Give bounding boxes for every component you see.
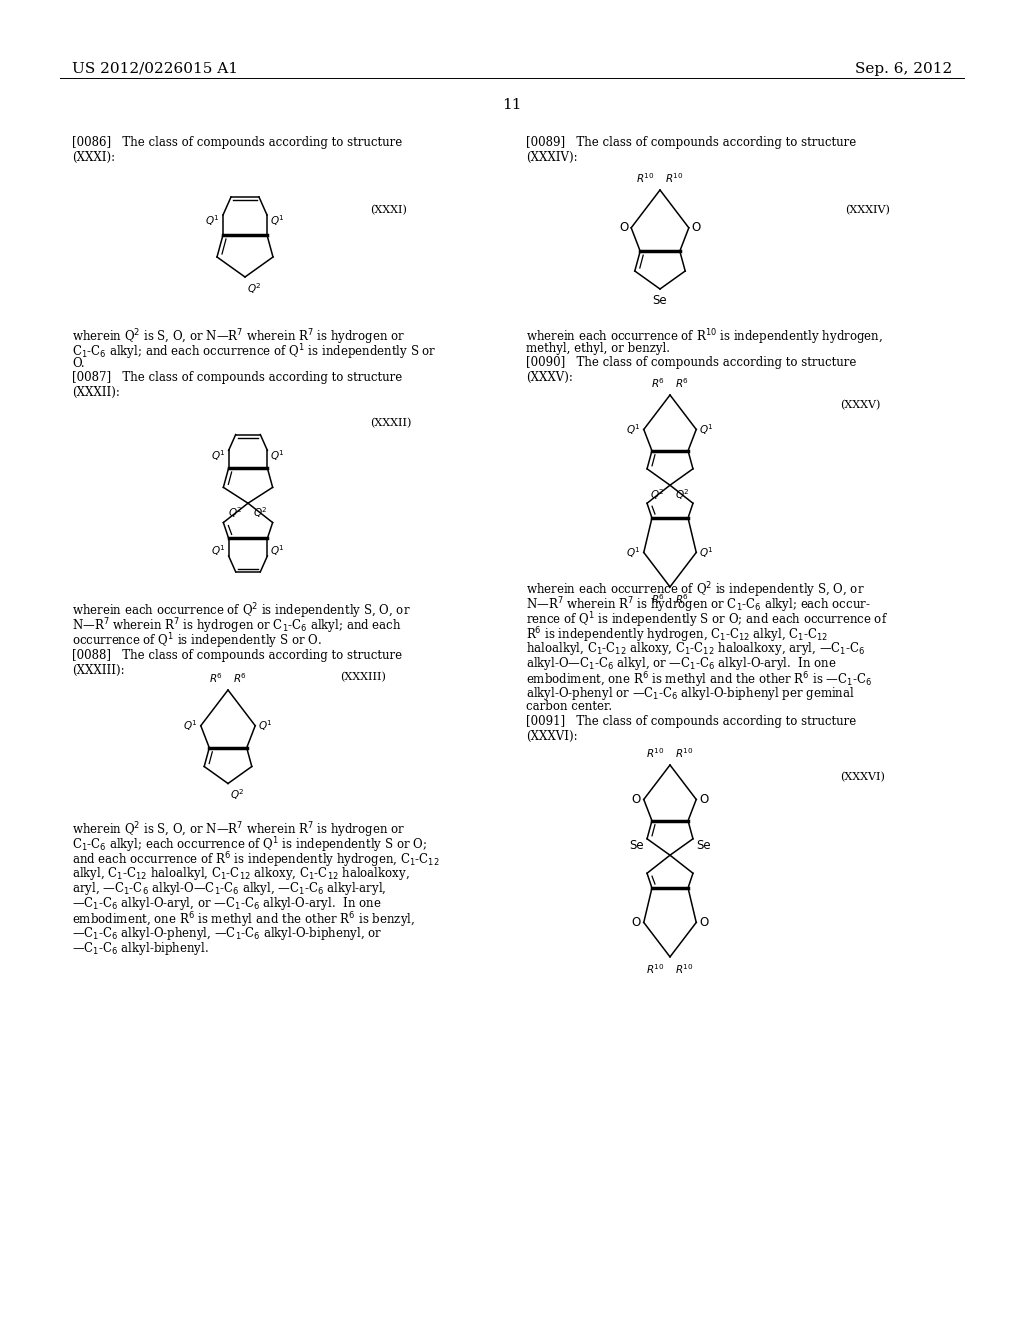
Text: $Q^2$: $Q^2$	[650, 487, 665, 502]
Text: R$^6$ is independently hydrogen, C$_1$-C$_{12}$ alkyl, C$_1$-C$_{12}$: R$^6$ is independently hydrogen, C$_1$-C…	[526, 624, 828, 644]
Text: C$_1$-C$_6$ alkyl; each occurrence of Q$^1$ is independently S or O;: C$_1$-C$_6$ alkyl; each occurrence of Q$…	[72, 836, 427, 854]
Text: (XXXII): (XXXII)	[370, 418, 412, 428]
Text: $R^6$: $R^6$	[675, 376, 689, 389]
Text: alkyl-O-phenyl or —C$_1$-C$_6$ alkyl-O-biphenyl per geminal: alkyl-O-phenyl or —C$_1$-C$_6$ alkyl-O-b…	[526, 685, 855, 702]
Text: rence of Q$^1$ is independently S or O; and each occurrence of: rence of Q$^1$ is independently S or O; …	[526, 610, 888, 630]
Text: —C$_1$-C$_6$ alkyl-O-phenyl, —C$_1$-C$_6$ alkyl-O-biphenyl, or: —C$_1$-C$_6$ alkyl-O-phenyl, —C$_1$-C$_6…	[72, 925, 382, 942]
Text: $Q^1$: $Q^1$	[270, 544, 286, 558]
Text: $R^{10}$: $R^{10}$	[636, 172, 655, 185]
Text: $R^6$: $R^6$	[675, 591, 689, 606]
Text: wherein Q$^2$ is S, O, or N—R$^7$ wherein R$^7$ is hydrogen or: wherein Q$^2$ is S, O, or N—R$^7$ wherei…	[72, 820, 406, 840]
Text: Se: Se	[696, 838, 711, 851]
Text: $Q^1$: $Q^1$	[258, 718, 273, 733]
Text: (XXXIII): (XXXIII)	[340, 672, 386, 682]
Text: $Q^1$: $Q^1$	[211, 449, 225, 463]
Text: aryl, —C$_1$-C$_6$ alkyl-O—C$_1$-C$_6$ alkyl, —C$_1$-C$_6$ alkyl-aryl,: aryl, —C$_1$-C$_6$ alkyl-O—C$_1$-C$_6$ a…	[72, 880, 386, 898]
Text: (XXXV):: (XXXV):	[526, 371, 572, 384]
Text: [0089]   The class of compounds according to structure: [0089] The class of compounds according …	[526, 136, 856, 149]
Text: $Q^1$: $Q^1$	[270, 213, 285, 228]
Text: $R^{10}$: $R^{10}$	[646, 962, 665, 975]
Text: $Q^2$: $Q^2$	[247, 281, 262, 296]
Text: haloalkyl, C$_1$-C$_{12}$ alkoxy, C$_1$-C$_{12}$ haloalkoxy, aryl, —C$_1$-C$_6$: haloalkyl, C$_1$-C$_{12}$ alkoxy, C$_1$-…	[526, 640, 865, 657]
Text: wherein Q$^2$ is S, O, or N—R$^7$ wherein R$^7$ is hydrogen or: wherein Q$^2$ is S, O, or N—R$^7$ wherei…	[72, 327, 406, 347]
Text: O: O	[699, 916, 709, 929]
Text: occurrence of Q$^1$ is independently S or O.: occurrence of Q$^1$ is independently S o…	[72, 631, 322, 651]
Text: $R^6$: $R^6$	[233, 671, 247, 685]
Text: (XXXVI): (XXXVI)	[840, 772, 885, 783]
Text: $Q^2$: $Q^2$	[253, 506, 268, 520]
Text: alkyl, C$_1$-C$_{12}$ haloalkyl, C$_1$-C$_{12}$ alkoxy, C$_1$-C$_{12}$ haloalkox: alkyl, C$_1$-C$_{12}$ haloalkyl, C$_1$-C…	[72, 865, 410, 882]
Text: wherein each occurrence of R$^{10}$ is independently hydrogen,: wherein each occurrence of R$^{10}$ is i…	[526, 327, 883, 347]
Text: $Q^1$: $Q^1$	[626, 422, 641, 437]
Text: wherein each occurrence of Q$^2$ is independently S, O, or: wherein each occurrence of Q$^2$ is inde…	[526, 579, 864, 599]
Text: (XXXIV): (XXXIV)	[845, 205, 890, 215]
Text: (XXXIII):: (XXXIII):	[72, 664, 125, 677]
Text: Sep. 6, 2012: Sep. 6, 2012	[855, 62, 952, 77]
Text: O: O	[692, 222, 701, 235]
Text: $Q^1$: $Q^1$	[183, 718, 198, 733]
Text: (XXXI):: (XXXI):	[72, 150, 115, 164]
Text: $Q^1$: $Q^1$	[270, 449, 286, 463]
Text: [0087]   The class of compounds according to structure: [0087] The class of compounds according …	[72, 371, 402, 384]
Text: [0091]   The class of compounds according to structure: [0091] The class of compounds according …	[526, 715, 856, 729]
Text: carbon center.: carbon center.	[526, 700, 612, 713]
Text: N—R$^7$ wherein R$^7$ is hydrogen or C$_1$-C$_6$ alkyl; and each: N—R$^7$ wherein R$^7$ is hydrogen or C$_…	[72, 616, 401, 636]
Text: (XXXVI):: (XXXVI):	[526, 730, 578, 743]
Text: $Q^1$: $Q^1$	[699, 422, 714, 437]
Text: [0086]   The class of compounds according to structure: [0086] The class of compounds according …	[72, 136, 402, 149]
Text: alkyl-O—C$_1$-C$_6$ alkyl, or —C$_1$-C$_6$ alkyl-O-aryl.  In one: alkyl-O—C$_1$-C$_6$ alkyl, or —C$_1$-C$_…	[526, 655, 837, 672]
Text: embodiment, one R$^6$ is methyl and the other R$^6$ is —C$_1$-C$_6$: embodiment, one R$^6$ is methyl and the …	[526, 671, 872, 689]
Text: 11: 11	[502, 98, 522, 112]
Text: $R^6$: $R^6$	[209, 671, 223, 685]
Text: $R^{10}$: $R^{10}$	[665, 172, 684, 185]
Text: $R^{10}$: $R^{10}$	[646, 746, 665, 760]
Text: —C$_1$-C$_6$ alkyl-biphenyl.: —C$_1$-C$_6$ alkyl-biphenyl.	[72, 940, 209, 957]
Text: O: O	[632, 916, 641, 929]
Text: embodiment, one R$^6$ is methyl and the other R$^6$ is benzyl,: embodiment, one R$^6$ is methyl and the …	[72, 909, 415, 929]
Text: O: O	[699, 793, 709, 807]
Text: $Q^1$: $Q^1$	[626, 545, 641, 560]
Text: $Q^1$: $Q^1$	[211, 544, 225, 558]
Text: O: O	[632, 793, 641, 807]
Text: $R^{10}$: $R^{10}$	[675, 746, 693, 760]
Text: [0090]   The class of compounds according to structure: [0090] The class of compounds according …	[526, 356, 856, 370]
Text: (XXXV): (XXXV)	[840, 400, 881, 411]
Text: $Q^2$: $Q^2$	[675, 487, 690, 502]
Text: [0088]   The class of compounds according to structure: [0088] The class of compounds according …	[72, 649, 402, 663]
Text: O.: O.	[72, 356, 85, 370]
Text: US 2012/0226015 A1: US 2012/0226015 A1	[72, 62, 238, 77]
Text: Se: Se	[652, 294, 668, 308]
Text: N—R$^7$ wherein R$^7$ is hydrogen or C$_1$-C$_6$ alkyl; each occur-: N—R$^7$ wherein R$^7$ is hydrogen or C$_…	[526, 595, 870, 615]
Text: $R^{10}$: $R^{10}$	[675, 962, 693, 975]
Text: $Q^2$: $Q^2$	[228, 506, 243, 520]
Text: $Q^1$: $Q^1$	[205, 213, 220, 228]
Text: $R^6$: $R^6$	[651, 376, 665, 389]
Text: $Q^2$: $Q^2$	[230, 788, 245, 803]
Text: methyl, ethyl, or benzyl.: methyl, ethyl, or benzyl.	[526, 342, 670, 355]
Text: (XXXIV):: (XXXIV):	[526, 150, 578, 164]
Text: (XXXII):: (XXXII):	[72, 385, 120, 399]
Text: $R^6$: $R^6$	[651, 591, 665, 606]
Text: (XXXI): (XXXI)	[370, 205, 407, 215]
Text: wherein each occurrence of Q$^2$ is independently S, O, or: wherein each occurrence of Q$^2$ is inde…	[72, 601, 411, 620]
Text: and each occurrence of R$^6$ is independently hydrogen, C$_1$-C$_{12}$: and each occurrence of R$^6$ is independ…	[72, 850, 439, 870]
Text: —C$_1$-C$_6$ alkyl-O-aryl, or —C$_1$-C$_6$ alkyl-O-aryl.  In one: —C$_1$-C$_6$ alkyl-O-aryl, or —C$_1$-C$_…	[72, 895, 382, 912]
Text: Se: Se	[630, 838, 644, 851]
Text: C$_1$-C$_6$ alkyl; and each occurrence of Q$^1$ is independently S or: C$_1$-C$_6$ alkyl; and each occurrence o…	[72, 342, 436, 362]
Text: $Q^1$: $Q^1$	[699, 545, 714, 560]
Text: O: O	[618, 222, 628, 235]
